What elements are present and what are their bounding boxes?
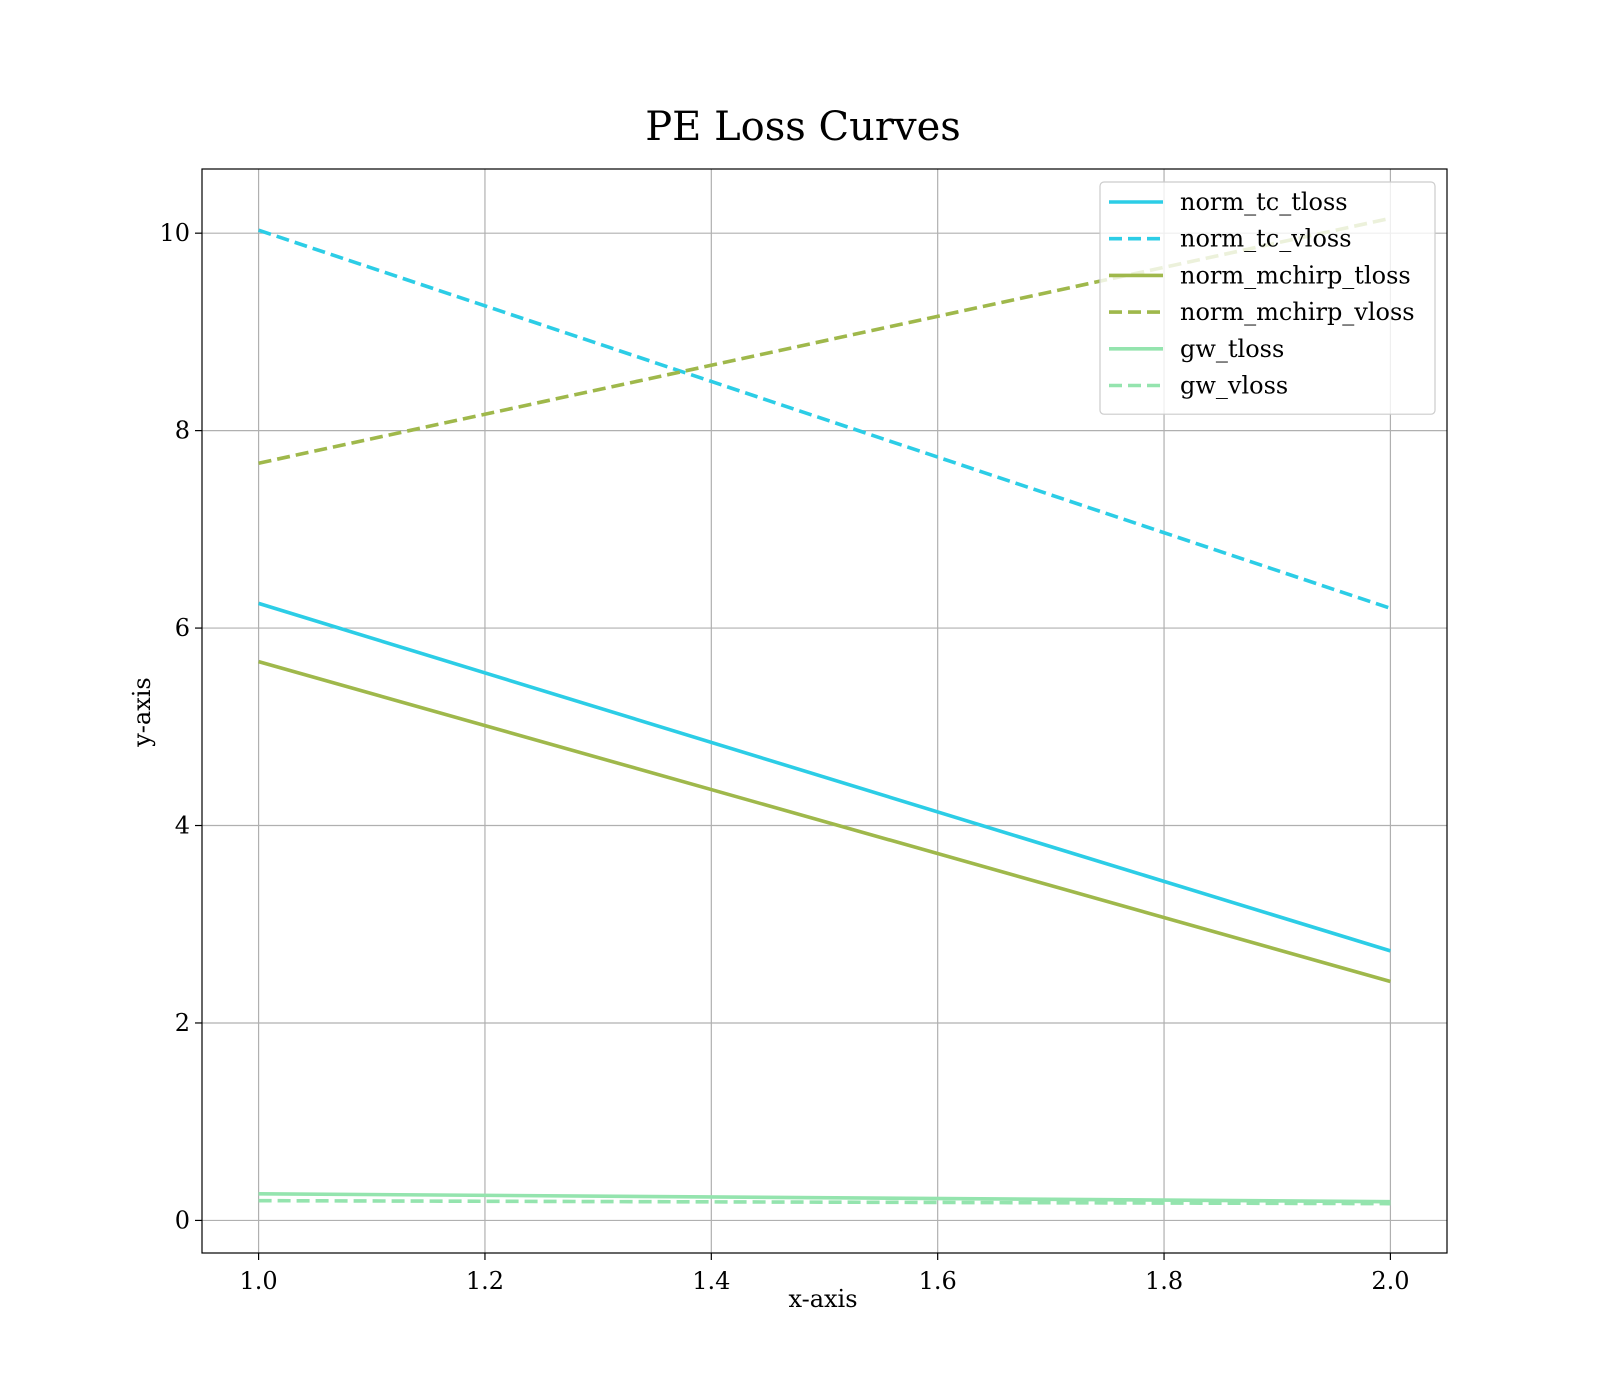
legend-label: norm_mchirp_vloss	[1180, 298, 1415, 326]
plot-frame	[201, 168, 1448, 1254]
x-tick-label: 1.2	[466, 1267, 504, 1295]
series-line-gw-tloss	[258, 1191, 1391, 1204]
y-tick-label: 4	[175, 812, 190, 840]
x-tick-label: 2.0	[1371, 1267, 1409, 1295]
x-tick-label: 1.6	[919, 1267, 957, 1295]
y-tick-label: 6	[175, 614, 190, 642]
y-tick-label: 2	[175, 1009, 190, 1037]
legend-box	[1099, 181, 1436, 415]
series-line-norm-mchirp-tloss	[258, 659, 1391, 984]
y-tick-label: 0	[175, 1206, 190, 1234]
axis-ticks: 1.0 1.2 1.4 1.6 1.8 2.0 0 2 4 6 8 10	[159, 219, 1409, 1295]
x-tick-label: 1.4	[692, 1267, 730, 1295]
chart-title: PE Loss Curves	[645, 104, 961, 150]
y-tick-label: 8	[175, 417, 190, 445]
series-line-norm-tc-tloss	[258, 601, 1391, 953]
legend-label: gw_tloss	[1180, 335, 1284, 363]
y-tick-label: 10	[159, 219, 190, 247]
legend-label: norm_tc_tloss	[1180, 188, 1348, 216]
series-line-norm-tc-vloss	[258, 228, 1391, 611]
x-tick-label: 1.8	[1145, 1267, 1183, 1295]
y-axis-label: y-axis	[128, 677, 156, 748]
legend-label: norm_mchirp_tloss	[1180, 261, 1411, 289]
series-line-norm-mchirp-vloss	[258, 216, 1391, 465]
x-tick-label: 1.0	[240, 1267, 278, 1295]
legend-label: gw_vloss	[1180, 372, 1288, 400]
x-axis-label: x-axis	[788, 1285, 857, 1313]
series-line-gw-vloss	[258, 1198, 1391, 1206]
legend-label: norm_tc_vloss	[1180, 225, 1352, 253]
legend: norm_tc_tloss norm_tc_vloss norm_mchirp_tl…	[1099, 181, 1436, 415]
series-lines	[258, 216, 1391, 1206]
